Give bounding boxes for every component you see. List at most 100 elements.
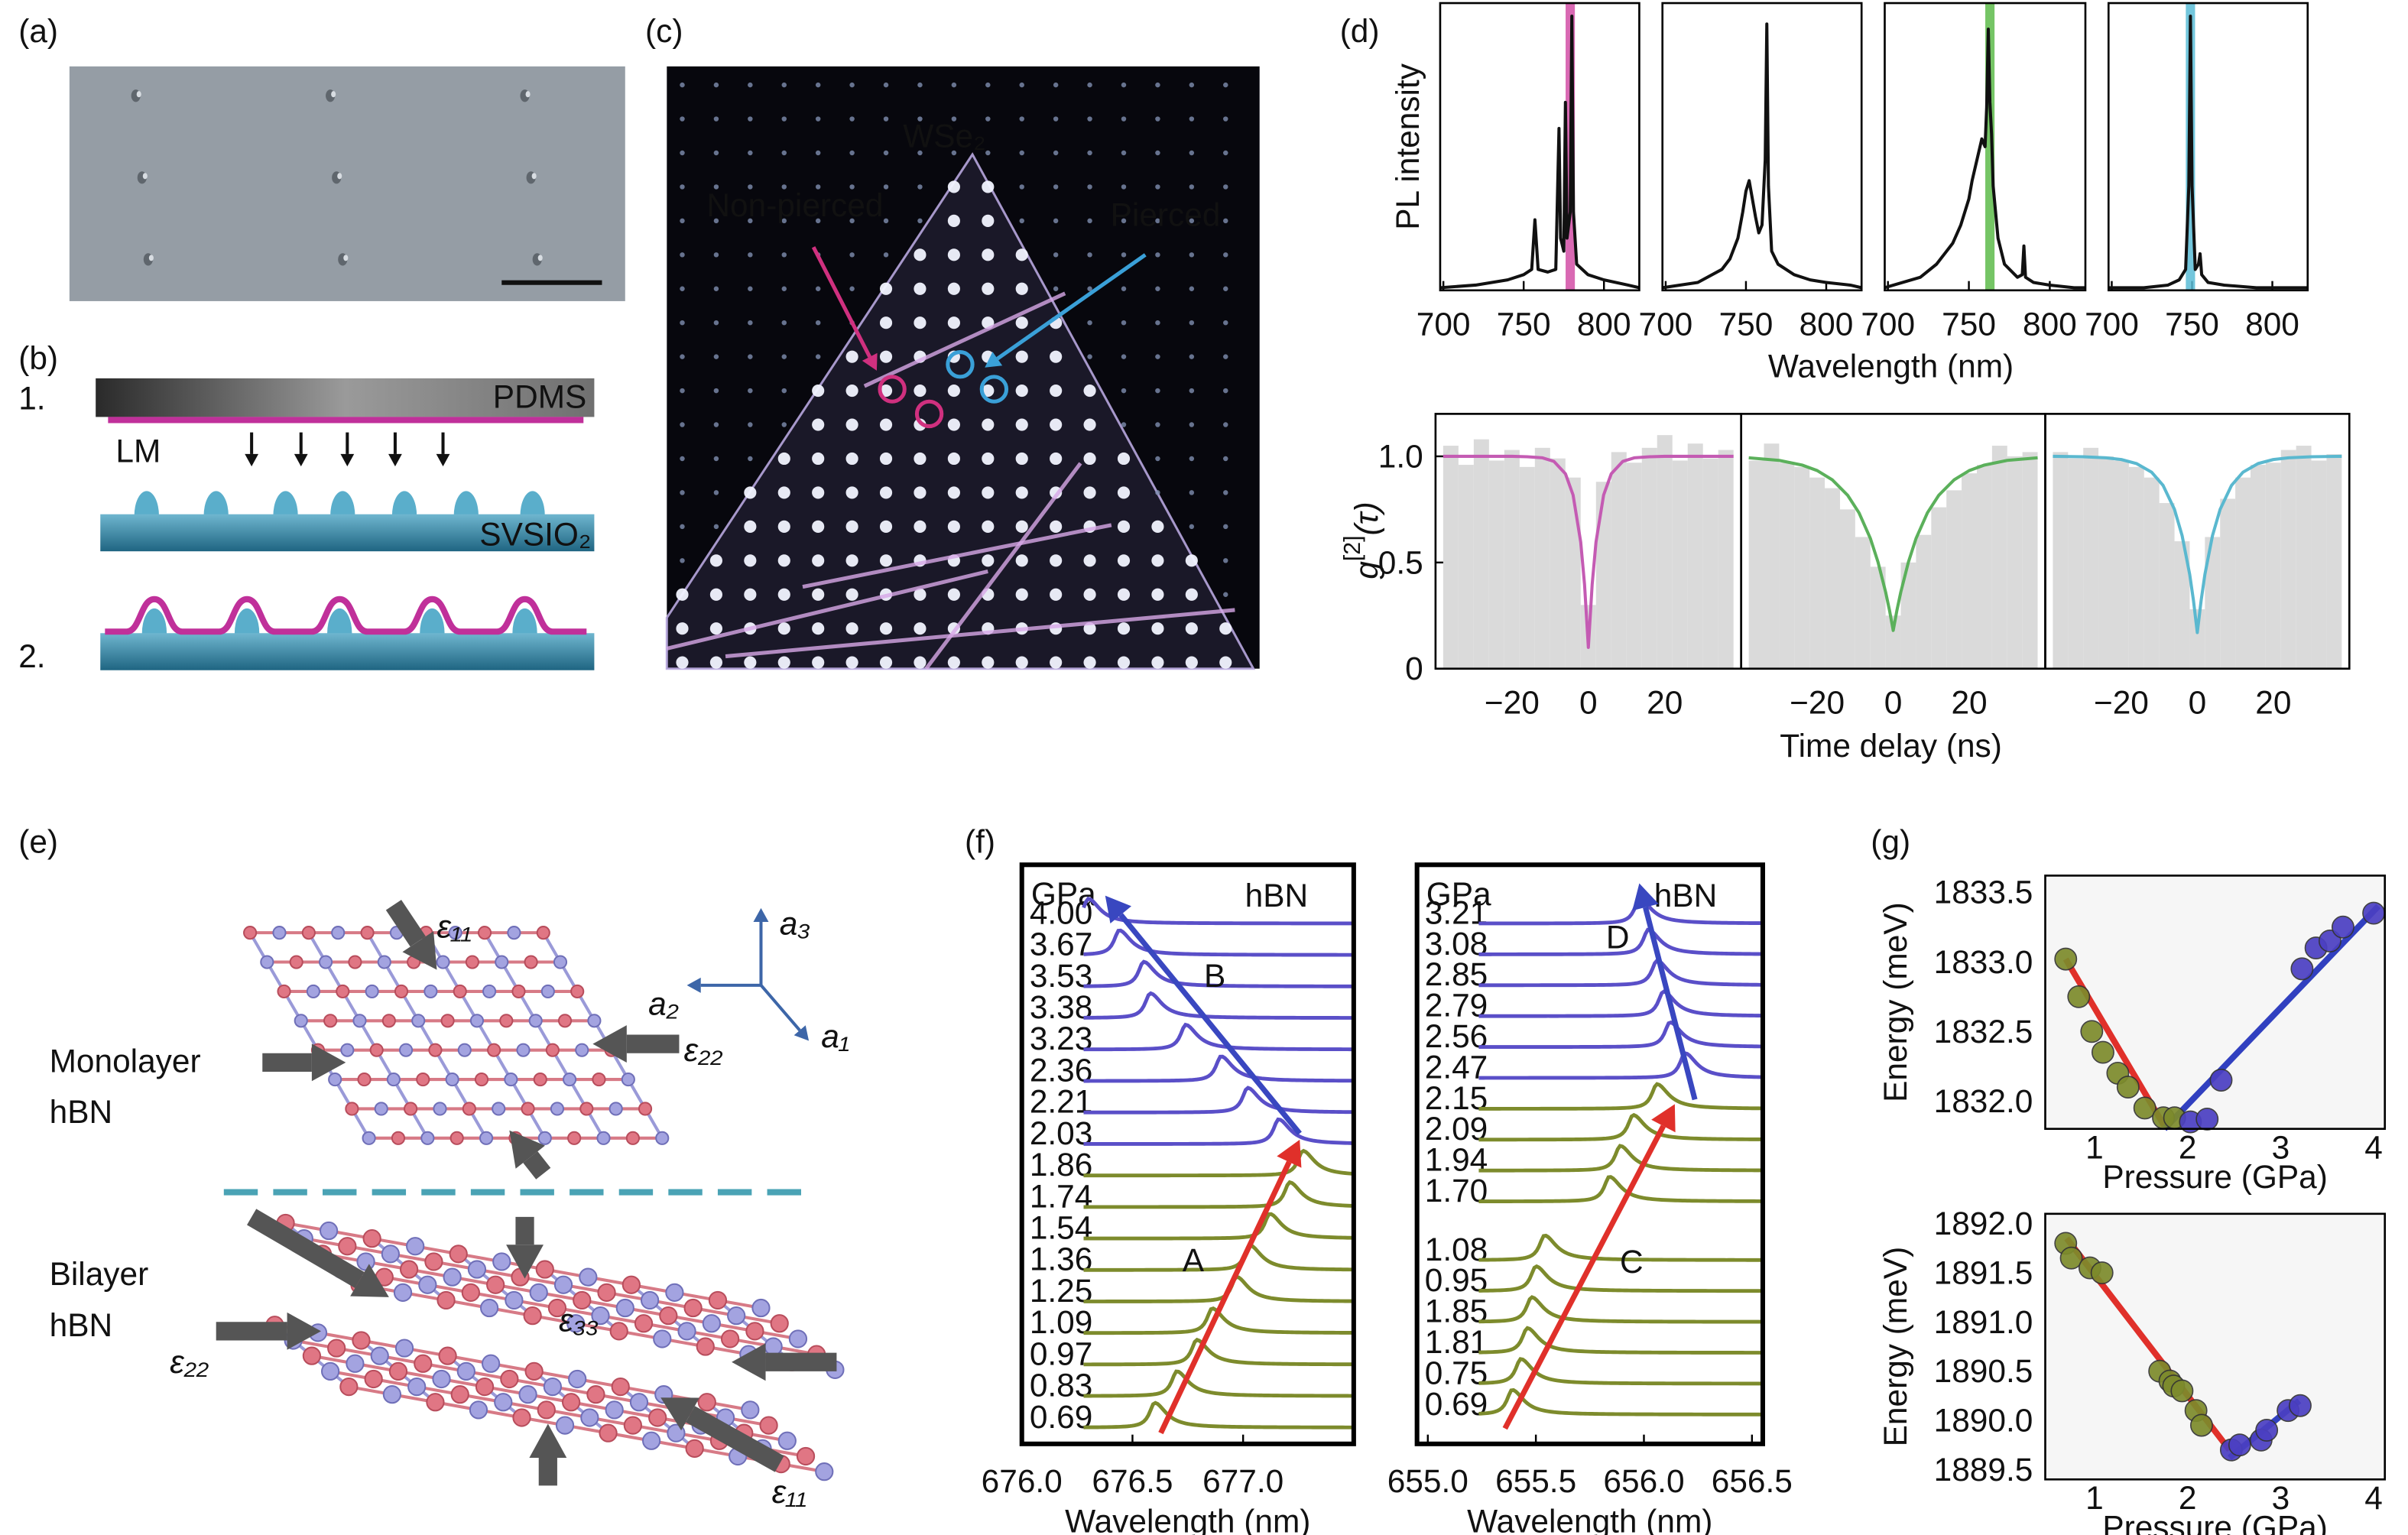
nitrogen-atom [294,1014,308,1028]
x-tick-label: 677.0 [1202,1463,1284,1499]
boron-atom [638,1102,653,1116]
spectrum-trace [1478,1387,1761,1417]
nitrogen-atom [306,984,320,999]
pillar-dot [1155,490,1160,495]
boron-atom [599,1423,618,1443]
x-tick-label: 1 [2085,1480,2104,1516]
axis-label: a₃ [780,906,810,942]
pillar-dot [1155,354,1160,359]
pillar-dot [1223,388,1228,394]
bright-emitter [845,622,858,635]
boron-atom [512,1408,531,1427]
boron-atom [339,1377,359,1397]
boron-atom [243,926,258,940]
data-point [2228,1433,2251,1457]
data-point [2362,901,2386,925]
boron-atom [499,1014,514,1028]
shift-arrow [1643,906,1698,1101]
spectrum-trace [1083,1212,1352,1241]
boron-atom [708,1290,728,1310]
nitrogen-atom [495,955,509,969]
spectrum-trace [1083,1274,1352,1303]
press-arrow-head [436,453,450,467]
layer-label: Bilayer [50,1256,149,1292]
pillar-dot [748,456,753,462]
boron-atom [573,1290,592,1310]
nitrogen-atom [543,1377,562,1397]
pillar-dot [1121,116,1127,122]
pillar-dot [1087,286,1092,291]
sem-image [69,66,625,301]
nitrogen-atom [563,1072,577,1087]
pillar-dot [748,184,753,190]
pillar-dot [1053,286,1059,291]
sem-pillar-light [142,173,148,180]
pillar-dot [815,218,821,224]
pillar-dot [1189,422,1195,427]
bright-emitter [1083,622,1096,635]
pillar-dot [680,490,685,495]
crack [725,608,1235,659]
bright-emitter [1015,418,1028,431]
pillar-dot [917,184,923,190]
boron-atom [301,926,316,940]
histogram-bar [1626,462,1642,669]
pillar-dot [1189,388,1195,394]
spectrum-trace [1083,928,1352,957]
bright-emitter [676,656,689,669]
bright-emitter [812,554,825,567]
histogram-bar [1687,443,1703,669]
strain-arrow-head [592,1025,627,1063]
nitrogen-atom [456,1361,475,1381]
trace-label: 1.09 [1030,1304,1093,1340]
pillar-dot [680,286,685,291]
annotation: hBN [1245,878,1308,914]
bright-emitter [947,452,960,466]
spectrum-trace [1478,1357,1761,1386]
x-tick-label: 2 [2179,1129,2197,1165]
pillar-dot [1121,320,1127,326]
bright-emitter [982,180,995,193]
bright-emitter [744,554,757,567]
data-point [2059,1246,2083,1270]
bright-emitter [879,520,893,533]
shift-arrow-head [1277,1139,1302,1168]
trace-label: 1.70 [1425,1173,1488,1209]
nitrogen-atom [529,1283,548,1302]
pillar-dot [883,82,889,88]
nitrogen-atom [516,1043,531,1057]
x-tick-label: 700 [1639,307,1693,342]
shift-arrow-head [1632,883,1659,911]
unit-label: GPa [1426,876,1491,912]
data-line [1439,15,1640,290]
boron-atom [404,1102,418,1116]
panel-label: (g) [1871,823,1910,859]
pillar-dot [680,354,685,359]
bright-emitter [777,622,790,635]
boron-atom [535,1260,554,1279]
spectrum-trace [1478,1082,1761,1111]
pillar-dot [849,184,855,190]
trace-label: 3.67 [1030,927,1093,962]
boron-atom [364,1369,383,1389]
x-tick-label: 750 [1719,307,1774,342]
x-tick-label: 700 [1417,307,1471,342]
bright-emitter [1050,350,1063,363]
trace-label: 1.74 [1030,1178,1093,1214]
histogram-bar [1900,562,1916,669]
pillar-dot [1087,354,1092,359]
spectrum-trace [1478,1112,1761,1142]
pillar-dot [680,524,685,530]
y-tick-label: 1889.5 [1934,1452,2033,1488]
bright-emitter [845,486,858,499]
x-tick-label: 0 [1579,685,1598,721]
trace-label: 3.21 [1425,894,1488,930]
histogram-bar [1672,460,1688,669]
pillar-dot [985,82,991,88]
trace-label: 2.15 [1425,1080,1488,1116]
x-tick-label: 3 [2272,1480,2290,1516]
boron-atom [697,1393,716,1412]
bright-emitter [812,520,825,533]
histogram-bar [1519,466,1535,669]
nitrogen-atom [382,1385,401,1404]
